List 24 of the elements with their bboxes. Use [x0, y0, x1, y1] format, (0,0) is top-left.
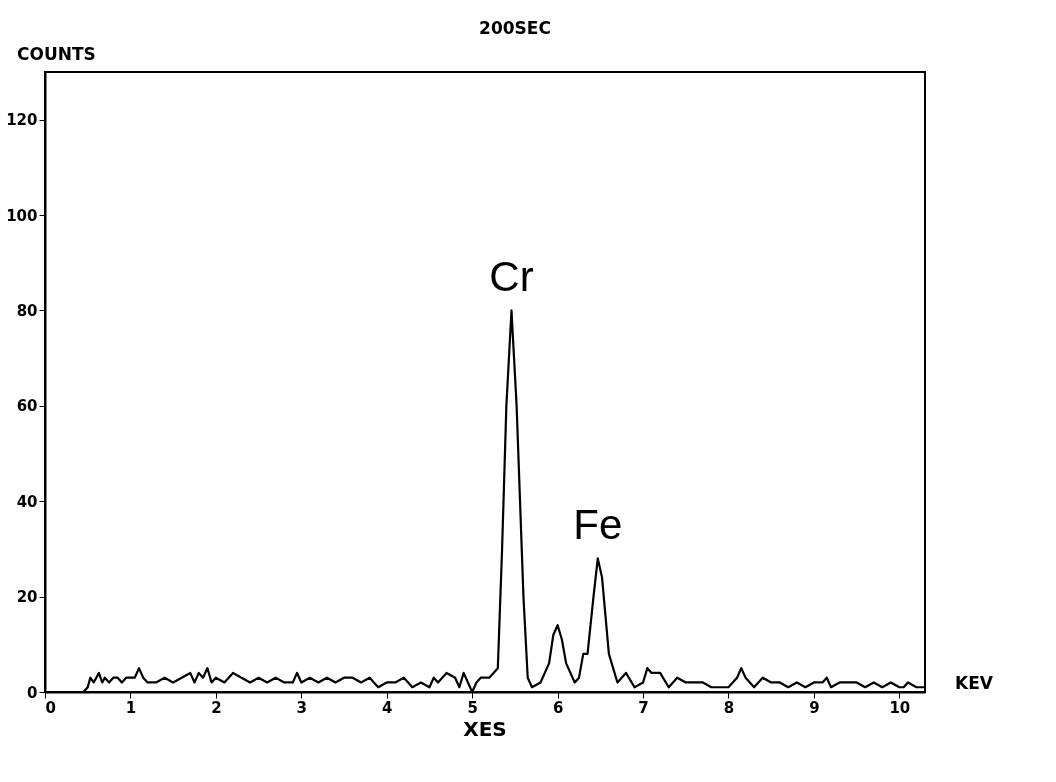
x-tick-label: 7	[638, 698, 649, 717]
x-tick-label: 2	[211, 698, 222, 717]
y-tick-label: 0	[27, 683, 38, 702]
chart-title: 200SEC	[479, 18, 551, 38]
y-tick-label: 40	[16, 492, 38, 511]
x-tick-label: 8	[723, 698, 735, 717]
x-tick-label: 5	[467, 698, 478, 717]
y-tick-label: 60	[16, 397, 38, 416]
x-tick-label: 1	[125, 698, 137, 717]
y-axis-title: COUNTS	[17, 44, 96, 64]
y-tick-label: 100	[6, 206, 38, 225]
x-tick-label: 4	[382, 698, 393, 717]
x-tick-label: 9	[809, 698, 820, 717]
x-tick-label: 10	[889, 698, 911, 717]
annotation: Fe	[573, 501, 623, 549]
annotation: Cr	[489, 253, 534, 301]
x-tick-label: 0	[45, 698, 56, 717]
y-tick-label: 80	[16, 301, 38, 320]
y-tick-label: 120	[6, 111, 38, 130]
text: KEV	[955, 673, 994, 693]
x-axis-title: XES	[463, 717, 507, 741]
x-tick-label: 6	[552, 698, 564, 717]
x-tick-label: 3	[296, 698, 308, 717]
y-tick-label: 20	[16, 588, 38, 607]
